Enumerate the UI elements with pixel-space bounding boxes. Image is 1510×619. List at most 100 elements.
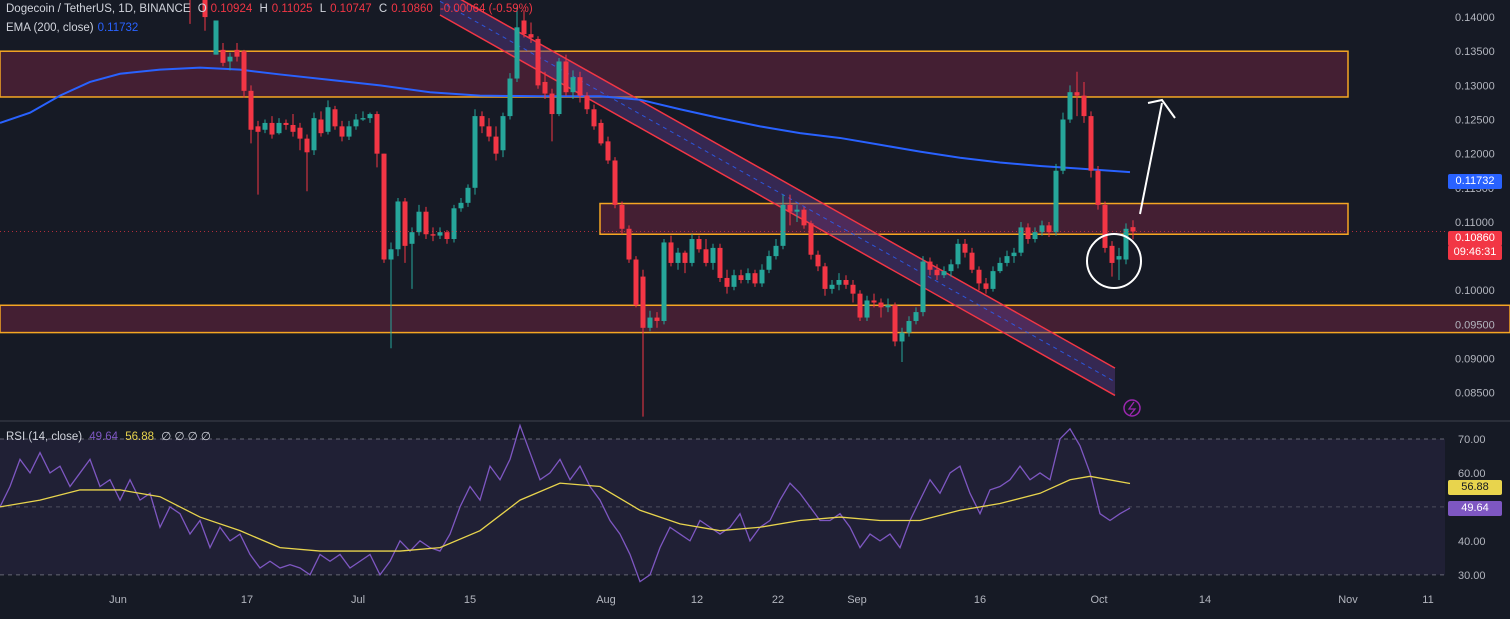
candlestick-series[interactable] (188, 0, 1136, 417)
candle-body-4 (227, 56, 233, 62)
candle-body-97 (878, 302, 884, 308)
target-arrow-head (1147, 98, 1176, 119)
ema-200-path (0, 66, 1131, 174)
rsi-ma-legend-value: 56.88 (125, 431, 155, 443)
price-tick-9: 0.13000 (1455, 80, 1495, 92)
channel-upper-line (460, 0, 1116, 369)
candle-body-40 (479, 116, 485, 127)
candle-body-114 (997, 262, 1003, 272)
candle-body-82 (773, 245, 779, 257)
candle-body-67 (668, 242, 674, 263)
candle-body-29 (402, 201, 408, 246)
lightning-icon (1123, 399, 1141, 417)
ema-price-badge: 0.11732 (1448, 174, 1502, 189)
candle-body-57 (598, 122, 604, 144)
price-axis[interactable]: 0.085000.090000.095000.100000.105000.110… (1455, 12, 1495, 582)
candle-body-77 (738, 275, 744, 280)
candle-body-132 (1123, 228, 1129, 260)
candle-body-26 (381, 153, 387, 260)
channel-mid-line (439, 0, 1116, 383)
price-tick-7: 0.12000 (1455, 149, 1495, 161)
price-tick-0: 0.08500 (1455, 388, 1495, 400)
candle-body-111 (976, 269, 982, 284)
candle-body-63 (640, 276, 646, 328)
price-tick-2: 0.09500 (1455, 319, 1495, 331)
time-label-6: 22 (772, 594, 784, 606)
candle-body-81 (766, 256, 772, 270)
candle-body-68 (675, 252, 681, 263)
candle-body-37 (458, 202, 464, 209)
candle-body-55 (584, 95, 590, 110)
candle-body-22 (353, 119, 359, 127)
candle-body-71 (696, 239, 702, 250)
channel-lower-line (439, 14, 1116, 397)
candle-body-79 (752, 273, 758, 284)
close-label: C (378, 3, 388, 15)
candle-body-11 (276, 122, 282, 134)
candle-body-117 (1018, 227, 1024, 253)
ema-label[interactable]: EMA (200, close) (6, 22, 94, 34)
candle-body-122 (1053, 170, 1059, 233)
candle-body-123 (1060, 119, 1066, 171)
candle-body-53 (570, 77, 576, 93)
candle-body-50 (549, 93, 555, 115)
rsi-ma-line (0, 475, 1131, 552)
candle-body-78 (745, 273, 751, 280)
candle-body-108 (955, 243, 961, 265)
candle-body-35 (444, 232, 450, 240)
main-legend: Dogecoin / TetherUS, 1D, BINANCE O 0.1092… (6, 3, 537, 15)
change-value: -0.00064 (-0.59%) (439, 3, 533, 15)
candle-body-112 (983, 283, 989, 289)
candle-body-21 (346, 126, 352, 137)
time-label-2: Jul (351, 594, 365, 606)
candle-body-44 (507, 78, 513, 117)
rsi-line (0, 423, 1131, 583)
candle-body-10 (269, 122, 275, 135)
candle-body-42 (493, 136, 499, 154)
candle-body-16 (311, 118, 317, 151)
time-axis[interactable]: Jun 17 Jul 15 Aug 12 22 Sep 16 Oct 14 Nov 11 (109, 594, 1434, 606)
symbol-title[interactable]: Dogecoin / TetherUS, 1D, BINANCE (6, 3, 191, 15)
candle-body-105 (934, 269, 940, 276)
candle-body-39 (472, 116, 478, 188)
candle-body-103 (920, 261, 926, 313)
candle-body-107 (948, 264, 954, 272)
candle-body-130 (1109, 245, 1115, 263)
candle-body-31 (416, 211, 422, 233)
candle-body-5 (234, 49, 240, 57)
candle-body-61 (626, 228, 632, 260)
candle-body-73 (710, 247, 716, 263)
candle-body-86 (801, 209, 807, 226)
price-tick-3: 0.10000 (1455, 285, 1495, 297)
candle-body-7 (248, 90, 254, 130)
candle-body-9 (262, 122, 268, 130)
rsi-extra-values: ∅ ∅ ∅ ∅ (161, 431, 211, 443)
candle-body-113 (990, 271, 996, 289)
lightning-bolt (1127, 401, 1137, 416)
candle-body-48 (535, 38, 541, 86)
time-label-5: 12 (691, 594, 703, 606)
candle-body-27 (388, 249, 394, 260)
rsi-tick-1: 40.00 (1458, 536, 1486, 548)
time-label-10: 14 (1199, 594, 1211, 606)
low-label: L (319, 3, 327, 15)
channel-fill (440, 0, 1115, 396)
candle-body-110 (969, 252, 975, 270)
candle-body-85 (794, 209, 800, 212)
open-value: 0.10924 (210, 3, 253, 15)
candle-body-43 (500, 116, 506, 151)
candle-body-125 (1074, 92, 1080, 96)
candle-body-59 (612, 160, 618, 205)
time-label-11: Nov (1338, 594, 1358, 606)
rsi-label[interactable]: RSI (14, close) (6, 431, 83, 443)
candle-body-45 (514, 27, 520, 79)
candle-body-89 (822, 266, 828, 289)
rsi-legend: RSI (14, close) 49.64 56.88 ∅ ∅ ∅ ∅ (6, 429, 215, 443)
rsi-pane[interactable] (0, 423, 1445, 583)
candle-body-80 (759, 269, 765, 284)
ema-legend: EMA (200, close) 0.11732 (6, 22, 142, 34)
candle-body-33 (430, 234, 436, 236)
candle-body-124 (1067, 92, 1073, 120)
price-tick-5: 0.11000 (1455, 217, 1494, 229)
